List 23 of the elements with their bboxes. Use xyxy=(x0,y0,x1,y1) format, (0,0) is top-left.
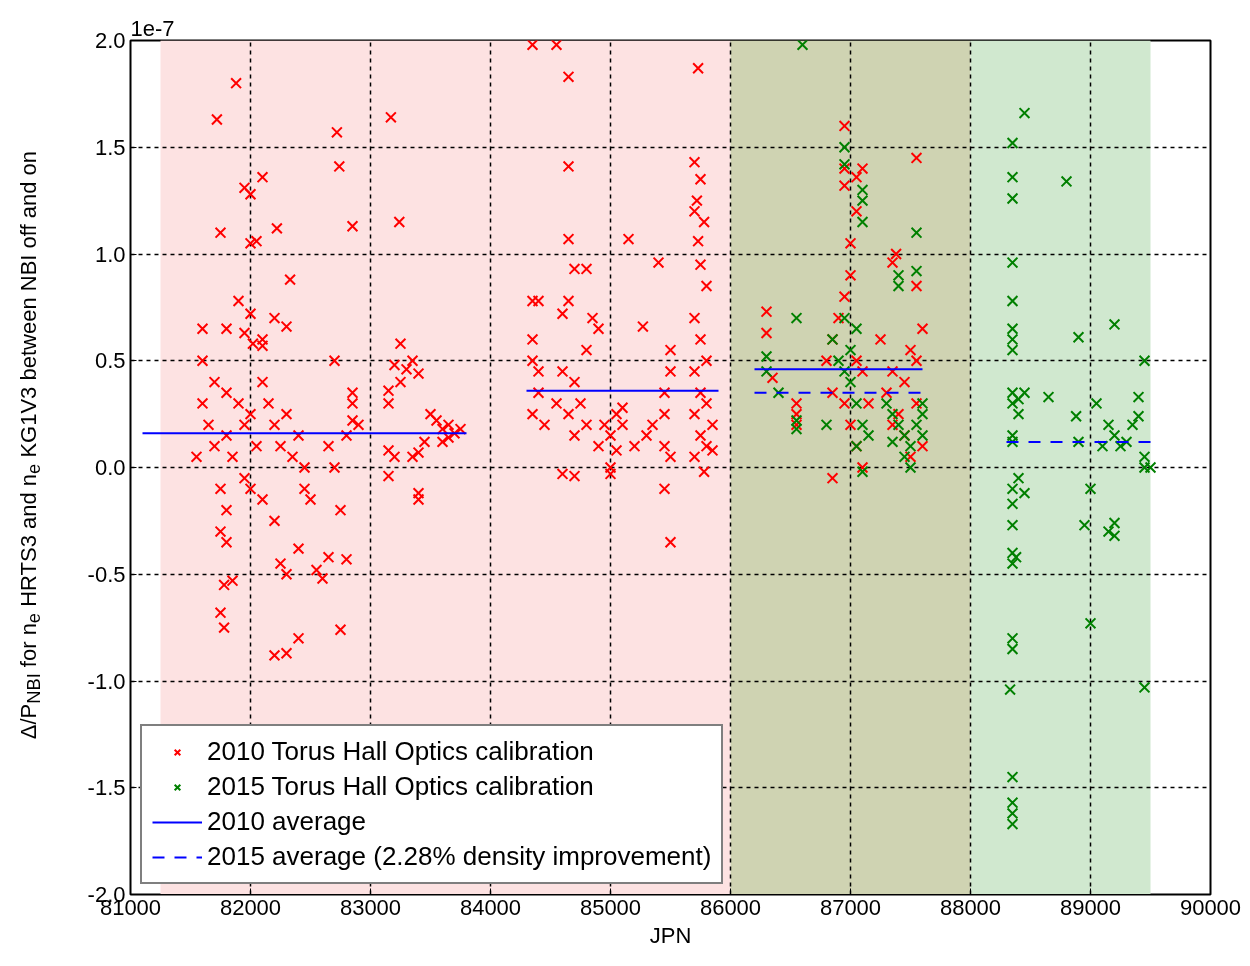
x-tick-label: 85000 xyxy=(579,894,642,920)
y-tick-label: -1.5 xyxy=(87,775,126,801)
x-tick-label: 86000 xyxy=(699,894,762,920)
y-tick-label: -1.0 xyxy=(87,668,126,694)
x-tick-label: 89000 xyxy=(1059,894,1122,920)
y-tick-label: 1.0 xyxy=(94,241,126,267)
x-tick-label: 90000 xyxy=(1179,894,1242,920)
y-tick-label: 2.0 xyxy=(94,28,126,53)
x-tick-label: 83000 xyxy=(339,894,402,920)
y-tick-label: 1.5 xyxy=(94,134,126,160)
x-axis-title: JPN xyxy=(649,922,692,948)
x-tick-label: 82000 xyxy=(219,894,282,920)
y-tick-label: -0.5 xyxy=(87,561,126,587)
legend-label: 2015 average (2.28% density improvement) xyxy=(207,841,712,872)
legend-label: 2010 average xyxy=(207,806,367,837)
x-tick-label: 88000 xyxy=(939,894,1002,920)
y-tick-label: 0.5 xyxy=(94,348,126,374)
legend-label: 2015 Torus Hall Optics calibration xyxy=(207,771,594,802)
x-tick-label: 84000 xyxy=(459,894,522,920)
legend-label: 2010 Torus Hall Optics calibration xyxy=(207,736,594,767)
y-tick-label: 0.0 xyxy=(94,455,126,480)
x-tick-label: 87000 xyxy=(819,894,882,920)
text: 1e-7 xyxy=(130,15,175,41)
